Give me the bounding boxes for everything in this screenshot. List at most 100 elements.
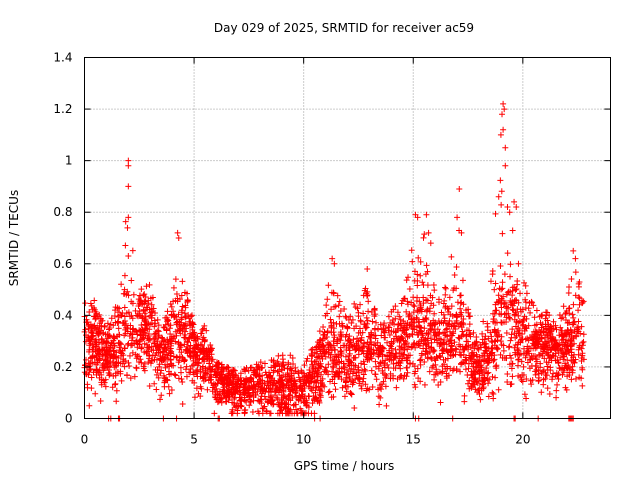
data-point [448, 343, 455, 350]
data-point [553, 343, 560, 350]
data-point [360, 292, 367, 299]
data-point [395, 335, 402, 342]
data-point [224, 364, 231, 371]
data-point [310, 384, 317, 391]
data-point [500, 319, 507, 326]
data-point [217, 374, 224, 381]
data-point [82, 300, 89, 307]
data-point [571, 359, 578, 366]
data-point [352, 376, 359, 383]
data-point [509, 227, 516, 234]
data-point [338, 333, 345, 340]
data-point [108, 315, 115, 322]
data-point [497, 351, 504, 358]
data-point [187, 330, 194, 337]
data-point [200, 345, 207, 352]
data-point [420, 234, 427, 241]
data-point [333, 370, 340, 377]
data-point [377, 321, 384, 328]
data-point [452, 351, 459, 358]
data-point [440, 311, 447, 318]
data-point [371, 332, 378, 339]
data-point [523, 352, 530, 359]
data-point [544, 309, 551, 316]
data-point [451, 271, 458, 278]
data-point [531, 342, 538, 349]
data-point [579, 382, 586, 389]
data-point [530, 302, 537, 309]
data-point [570, 301, 577, 308]
data-point [352, 346, 359, 353]
data-point [379, 367, 386, 374]
data-point [492, 374, 499, 381]
data-point [450, 322, 457, 329]
data-point [93, 310, 100, 317]
data-point [174, 295, 181, 302]
data-point [424, 282, 431, 289]
data-point [527, 309, 534, 316]
data-point [421, 231, 428, 238]
data-point [566, 284, 573, 291]
data-point [275, 352, 282, 359]
data-point [403, 339, 410, 346]
data-point [166, 371, 173, 378]
data-point [129, 326, 136, 333]
data-point [182, 334, 189, 341]
data-point [215, 360, 222, 367]
data-point [456, 186, 463, 193]
data-point [163, 351, 170, 358]
data-point [519, 322, 526, 329]
data-point [541, 355, 548, 362]
data-point [488, 333, 495, 340]
data-point [337, 307, 344, 314]
data-point [433, 332, 440, 339]
data-point [450, 330, 457, 337]
data-point [148, 301, 155, 308]
data-point [118, 281, 125, 288]
data-point [493, 362, 500, 369]
data-point [459, 328, 466, 335]
data-point [396, 349, 403, 356]
data-point [278, 392, 285, 399]
data-point [518, 358, 525, 365]
data-point [111, 353, 118, 360]
data-point [437, 378, 444, 385]
data-point [251, 367, 258, 374]
y-tick-label: 1.4 [53, 51, 72, 65]
data-point [122, 218, 129, 225]
data-point [336, 298, 343, 305]
data-point [186, 318, 193, 325]
data-point [435, 296, 442, 303]
data-point [300, 370, 307, 377]
data-point [497, 131, 504, 138]
data-point [552, 322, 559, 329]
data-point [468, 368, 475, 375]
data-point [533, 321, 540, 328]
data-point [498, 286, 505, 293]
data-point [442, 284, 449, 291]
data-point [113, 387, 120, 394]
data-point [360, 340, 367, 347]
data-point [383, 352, 390, 359]
data-point [342, 377, 349, 384]
data-point [544, 331, 551, 338]
data-point [533, 307, 540, 314]
data-point [494, 346, 501, 353]
data-point [434, 326, 441, 333]
data-point [181, 322, 188, 329]
data-point [207, 376, 214, 383]
data-point [422, 351, 429, 358]
data-point [87, 321, 94, 328]
data-point [523, 376, 530, 383]
data-point [500, 100, 507, 107]
data-point [435, 382, 442, 389]
data-point [161, 344, 168, 351]
data-point [220, 384, 227, 391]
data-point [345, 356, 352, 363]
data-point [485, 369, 492, 376]
data-point [494, 345, 501, 352]
data-point [553, 394, 560, 401]
data-point [431, 347, 438, 354]
data-point [248, 375, 255, 382]
data-point [412, 384, 419, 391]
